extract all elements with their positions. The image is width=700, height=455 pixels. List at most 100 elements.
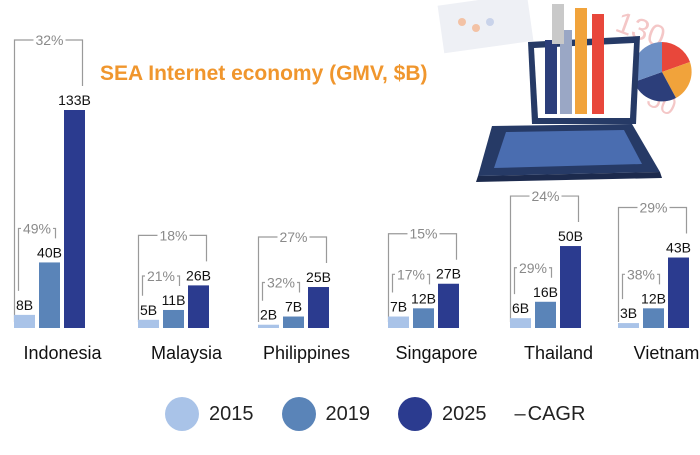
legend-item-2025: 2025: [398, 397, 487, 431]
laptop-illustration: 130 50: [437, 0, 692, 182]
data-label-malaysia-2019: 11B: [162, 292, 186, 308]
chart-title: SEA Internet economy (GMV, $B): [100, 62, 428, 85]
data-label-singapore-2015: 7B: [390, 299, 407, 315]
bar-philippines-2019: [283, 316, 304, 328]
laptop-lip: [476, 172, 662, 182]
legend-label-2019: 2019: [325, 402, 371, 425]
screen-bar: [575, 8, 587, 114]
cagr-label-bg: [20, 220, 54, 237]
bar-malaysia-2025: [188, 285, 209, 328]
cagr-2015-2019-thailand: 29%: [519, 260, 547, 276]
cagr-label-bg: [407, 225, 440, 242]
bar-indonesia-2019: [39, 262, 60, 328]
screen-bar: [560, 30, 572, 114]
data-label-philippines-2015: 2B: [260, 307, 277, 323]
data-label-singapore-2025: 27B: [436, 266, 461, 282]
cagr-2015-2019-philippines: 32%: [267, 275, 295, 291]
bar-vietnam-2015: [618, 323, 639, 328]
cagr-2015-2019-vietnam: 38%: [627, 266, 655, 282]
cagr-label-bg: [624, 266, 658, 283]
legend-swatch-2025: [398, 397, 432, 431]
pie-slice: [662, 62, 692, 98]
paper-dot: [458, 18, 466, 26]
bar-malaysia-2019: [163, 309, 184, 328]
screen-bar: [552, 4, 564, 44]
cagr-2015-2019-indonesia: 49%: [23, 220, 51, 236]
data-label-philippines-2019: 7B: [285, 299, 302, 315]
legend-cagr-dash: –: [514, 402, 526, 425]
category-label-vietnam: Vietnam: [634, 343, 700, 363]
cagr-label-bg: [516, 259, 550, 276]
cagr-2015-2025-indonesia: 32%: [35, 32, 63, 48]
legend-label-2015: 2015: [209, 402, 254, 425]
category-label-malaysia: Malaysia: [151, 343, 223, 363]
bar-indonesia-2015: [14, 314, 35, 328]
cagr-label-bg: [394, 266, 428, 283]
legend-swatch-2019: [281, 397, 316, 431]
bar-thailand-2015: [510, 318, 531, 328]
data-label-vietnam-2019: 12B: [641, 290, 666, 306]
category-label-philippines: Philippines: [263, 343, 350, 363]
screen-bar: [545, 40, 557, 114]
cagr-label-bg: [529, 188, 562, 205]
legend: 2015 2019 2025 – CAGR: [165, 392, 613, 436]
bars: [14, 110, 689, 328]
bar-indonesia-2025: [64, 110, 85, 328]
bar-philippines-2015: [258, 324, 279, 328]
data-label-indonesia-2025: 133B: [58, 92, 91, 108]
data-label-indonesia-2019: 40B: [37, 244, 62, 260]
paper-dot: [486, 18, 494, 26]
cagr-label-bg: [264, 274, 298, 291]
bar-malaysia-2015: [138, 319, 159, 328]
paper-dot: [472, 24, 480, 32]
laptop-keyboard: [494, 130, 642, 168]
data-label-indonesia-2015: 8B: [16, 297, 33, 313]
background-paper: [437, 0, 534, 54]
bar-thailand-2019: [535, 301, 556, 328]
cagr-label-bg: [277, 229, 310, 246]
legend-item-cagr: – CAGR: [515, 403, 586, 426]
category-label-thailand: Thailand: [524, 343, 593, 363]
bar-philippines-2025: [308, 287, 329, 328]
cagr-2015-2019-malaysia: 21%: [147, 268, 175, 284]
cagr-2015-2025-philippines: 27%: [279, 229, 307, 245]
legend-swatch-2015: [165, 397, 199, 431]
bar-singapore-2025: [438, 283, 459, 328]
cagr-label-bg: [157, 227, 190, 244]
data-label-vietnam-2025: 43B: [666, 240, 691, 256]
cagr-2015-2025-thailand: 24%: [531, 188, 559, 204]
cagr-2015-2019-singapore: 17%: [397, 266, 425, 282]
legend-label-2025: 2025: [442, 402, 487, 425]
legend-item-2019: 2019: [281, 397, 371, 431]
data-label-malaysia-2025: 26B: [186, 267, 211, 283]
cagr-label-bg: [637, 199, 670, 216]
cagr-brackets: [13, 32, 688, 322]
bar-singapore-2019: [413, 308, 434, 328]
cagr-2015-2025-malaysia: 18%: [159, 227, 187, 243]
data-label-malaysia-2015: 5B: [140, 302, 157, 318]
category-label-indonesia: Indonesia: [23, 343, 102, 363]
cagr-label-bg: [33, 32, 66, 48]
data-label-thailand-2025: 50B: [558, 228, 583, 244]
data-label-philippines-2025: 25B: [306, 269, 331, 285]
pie-slice: [634, 72, 676, 102]
data-label-thailand-2019: 16B: [533, 284, 558, 300]
legend-label-cagr: CAGR: [527, 402, 586, 425]
pie-slice: [632, 42, 662, 82]
cagr-2015-2025-singapore: 15%: [409, 226, 437, 242]
screen-bar: [592, 14, 604, 114]
category-label-singapore: Singapore: [395, 343, 477, 363]
bar-thailand-2025: [560, 246, 581, 328]
bar-singapore-2015: [388, 316, 409, 328]
data-label-singapore-2019: 12B: [411, 290, 436, 306]
data-label-vietnam-2015: 3B: [620, 305, 637, 321]
bar-vietnam-2025: [668, 257, 689, 328]
cagr-2015-2025-vietnam: 29%: [639, 200, 667, 216]
bar-vietnam-2019: [643, 308, 664, 328]
data-label-thailand-2015: 6B: [512, 300, 529, 316]
cagr-label-bg: [144, 267, 178, 284]
legend-item-2015: 2015: [165, 397, 254, 431]
